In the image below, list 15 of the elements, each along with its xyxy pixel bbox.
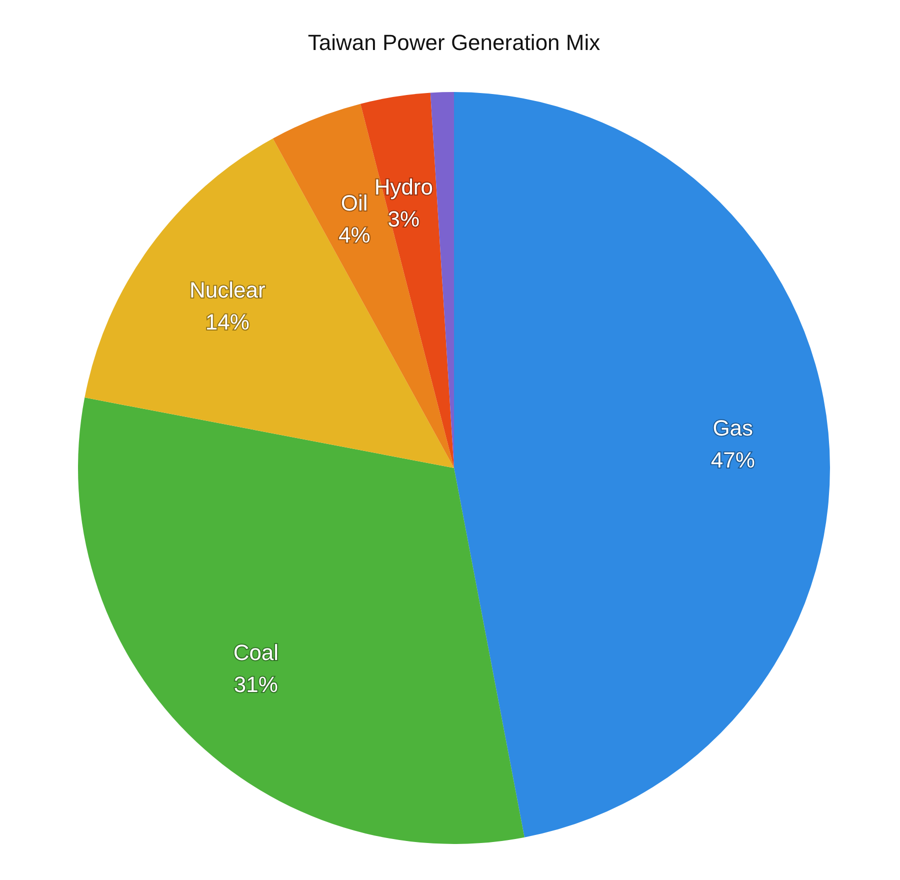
data-label: 3% bbox=[388, 206, 420, 232]
slice-label: Hydro bbox=[374, 174, 433, 200]
slice-label: Nuclear bbox=[189, 277, 266, 302]
slice-label: Gas bbox=[712, 416, 754, 441]
pie-slice bbox=[84, 138, 454, 468]
pie-slice bbox=[272, 104, 454, 468]
data-label: 31% bbox=[234, 672, 278, 698]
pie-slice bbox=[454, 92, 830, 838]
data-label: 4% bbox=[338, 222, 370, 248]
chart-title: Taiwan Power Generation Mix bbox=[308, 30, 600, 55]
slice-label: Coal bbox=[233, 640, 279, 666]
pie-slice bbox=[78, 398, 524, 844]
data-label: 47% bbox=[710, 448, 755, 473]
data-label: 14% bbox=[205, 309, 250, 334]
slice-label: Oil bbox=[340, 190, 368, 216]
